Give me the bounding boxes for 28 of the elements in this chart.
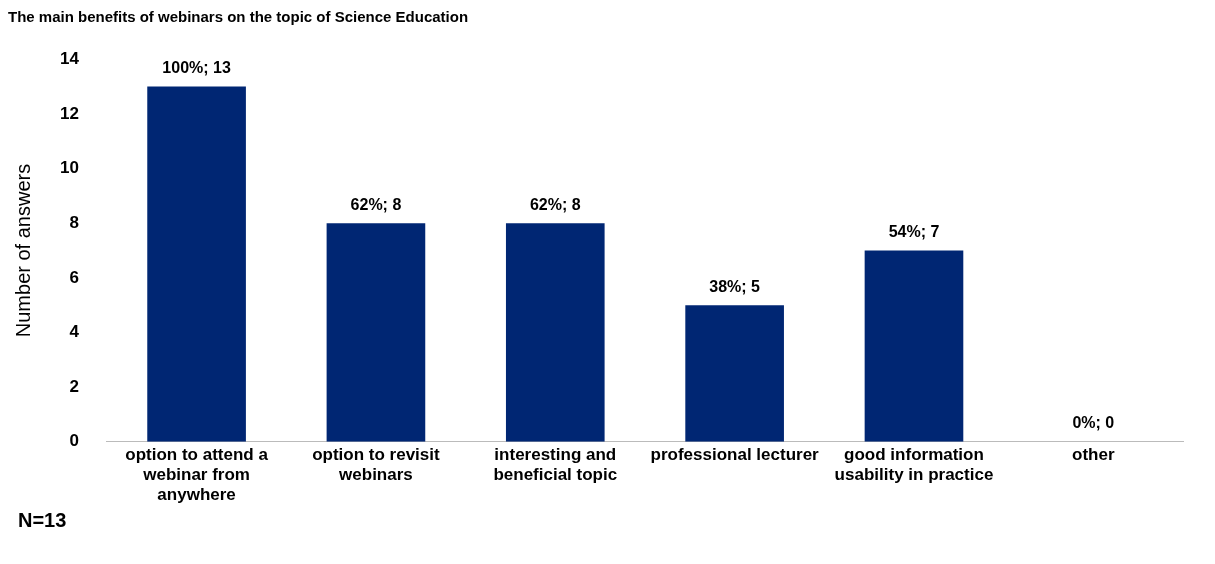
x-tick-label: option to revisit webinars — [312, 444, 441, 485]
text: N=13 — [18, 509, 68, 532]
bar — [147, 86, 246, 442]
y-axis-title: Number of answers — [11, 163, 34, 338]
data-label: 62%; 8 — [350, 195, 402, 213]
y-tick-label: 4 — [69, 322, 80, 342]
bar — [326, 223, 426, 442]
y-tick-label: 6 — [69, 267, 79, 287]
data-label: 0%; 0 — [1072, 414, 1115, 432]
data-label: 62%; 8 — [529, 195, 581, 213]
x-tick-label: good information usability in practice — [834, 444, 994, 485]
y-tick-label: 8 — [69, 212, 79, 232]
y-tick-label: 2 — [69, 376, 79, 396]
y-tick-label: 14 — [59, 48, 80, 68]
x-tick-label: interesting and beneficial topic — [493, 444, 618, 485]
bar — [505, 223, 605, 442]
data-label: 100%; 13 — [162, 58, 231, 76]
x-tick-label: other — [1072, 444, 1115, 464]
bar — [864, 250, 964, 442]
x-tick-label: option to attend a webinar from anywhere — [125, 444, 269, 505]
chart-title: The main benefits of webinars on the topic of Science Education — [8, 8, 470, 25]
x-tick-label: professional lecturer — [650, 444, 820, 464]
y-tick-label: 0 — [69, 431, 79, 451]
data-label: 38%; 5 — [709, 277, 761, 295]
bar — [685, 305, 784, 442]
y-tick-label: 10 — [59, 158, 79, 178]
y-tick-label: 12 — [59, 103, 79, 123]
data-label: 54%; 7 — [888, 222, 940, 240]
